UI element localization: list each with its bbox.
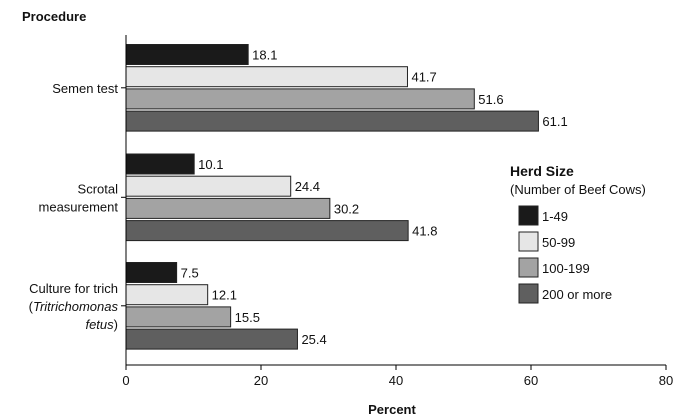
category-labels: Semen test Scrotal measurement Culture for … (29, 81, 119, 332)
legend-title: Herd Size (510, 163, 574, 179)
bar-value-label: 41.7 (411, 70, 436, 85)
category-label: Semen test (52, 81, 118, 96)
legend-swatch (518, 283, 539, 304)
legend-subtitle: (Number of Beef Cows) (510, 182, 646, 197)
x-tick-label: 40 (389, 373, 403, 388)
bar (125, 66, 408, 88)
bar (125, 88, 475, 110)
bar (125, 306, 232, 328)
legend: Herd Size (Number of Beef Cows) 1-49 50-9… (510, 163, 646, 304)
legend-swatch (518, 231, 539, 252)
y-axis-title: Procedure (22, 9, 86, 24)
x-tick-label: 20 (254, 373, 268, 388)
x-tick-label: 60 (524, 373, 538, 388)
plot-area: 18.1 10.1 7.5 41.7 24.4 12.1 51.6 30.2 15.5 61.1 4… (125, 44, 568, 350)
bar (125, 220, 409, 242)
bar-value-label: 61.1 (542, 114, 567, 129)
category-label: Culture for trich (Tritrichomonas fetus) (29, 281, 119, 332)
bar (125, 44, 249, 65)
bar-value-label: 15.5 (235, 310, 260, 325)
legend-label: 50-99 (542, 235, 575, 250)
bar-value-label: 10.1 (198, 157, 223, 172)
bar (125, 262, 178, 283)
bar-value-label: 41.8 (412, 224, 437, 239)
bar-value-label: 18.1 (252, 48, 277, 63)
bar (125, 110, 539, 132)
bar (125, 197, 331, 219)
x-tick-label: 0 (122, 373, 129, 388)
legend-items: 1-49 50-99 100-199 200 or more (518, 205, 612, 304)
legend-label: 200 or more (542, 287, 612, 302)
legend-swatch (518, 257, 539, 278)
bar-value-label: 25.4 (301, 332, 326, 347)
legend-label: 100-199 (542, 261, 590, 276)
bar (125, 328, 298, 350)
category-label: Scrotal measurement (39, 181, 119, 214)
bar-value-label: 12.1 (212, 288, 237, 303)
bar-value-label: 7.5 (181, 266, 199, 281)
bar-value-label: 30.2 (334, 201, 359, 216)
bar (125, 153, 195, 175)
bar (125, 284, 209, 306)
legend-label: 1-49 (542, 209, 568, 224)
x-axis-title: Percent (368, 402, 416, 417)
bar-value-label: 24.4 (295, 179, 320, 194)
x-tick-label: 80 (659, 373, 673, 388)
bar-value-label: 51.6 (478, 92, 503, 107)
x-axis: 0 20 40 60 80 (121, 35, 673, 388)
legend-swatch (518, 205, 539, 226)
bar (125, 175, 292, 197)
